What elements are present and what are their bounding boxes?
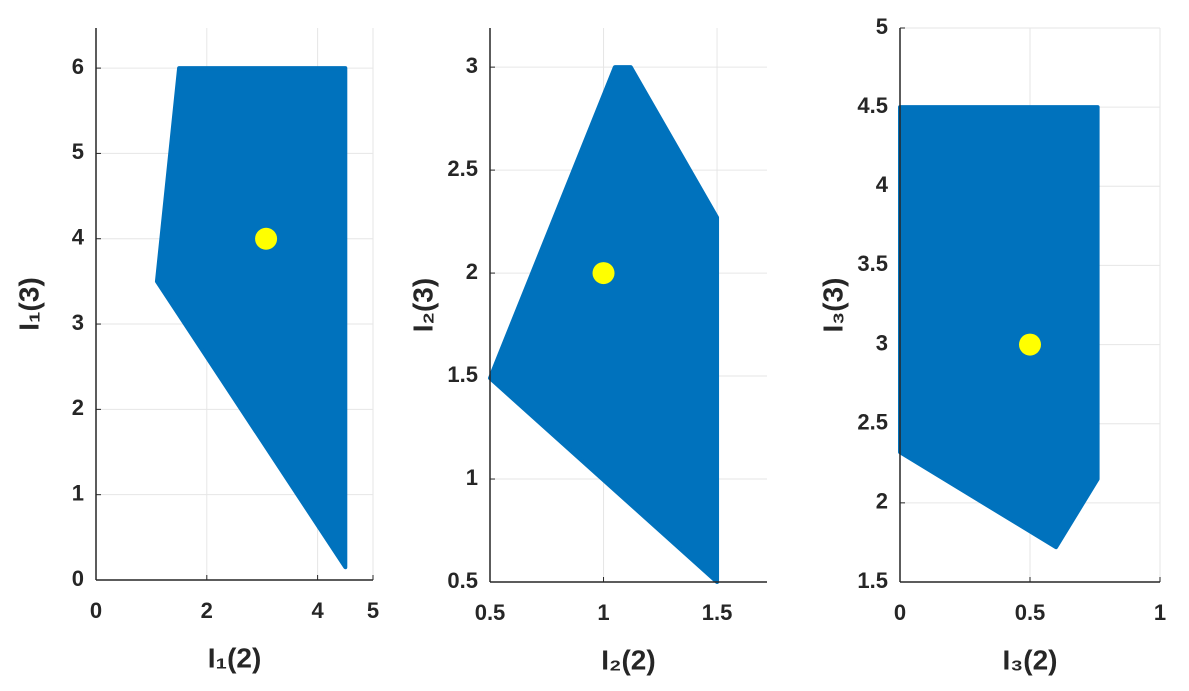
point bbox=[1019, 333, 1041, 356]
y-tick-label: 3 bbox=[72, 310, 84, 335]
y-tick-label: 4.5 bbox=[857, 93, 888, 118]
x-tick-label: 1 bbox=[597, 600, 609, 625]
x-tick-label: 0.5 bbox=[1015, 600, 1046, 625]
region bbox=[488, 65, 720, 584]
y-tick-label: 3 bbox=[876, 330, 888, 355]
y-tick-label: 2.5 bbox=[447, 156, 478, 181]
y-tick-label: 1 bbox=[466, 465, 478, 490]
y-tick-label: 1 bbox=[72, 480, 84, 505]
y-tick-label: 2 bbox=[876, 489, 888, 514]
region bbox=[154, 66, 348, 570]
y-tick-label: 4 bbox=[72, 225, 85, 250]
y-tick-label: 5 bbox=[72, 139, 84, 164]
x-tick-label: 0 bbox=[894, 600, 906, 625]
x-axis-label: I₁(2) bbox=[208, 642, 262, 673]
y-tick-label: 2 bbox=[72, 395, 84, 420]
x-tick-label: 1.5 bbox=[702, 600, 733, 625]
y-tick-label: 1.5 bbox=[447, 362, 478, 387]
y-tick-label: 1.5 bbox=[857, 568, 888, 593]
y-tick-label: 3 bbox=[466, 53, 478, 78]
y-tick-label: 5 bbox=[876, 14, 888, 39]
y-tick-label: 3.5 bbox=[857, 251, 888, 276]
x-tick-label: 4 bbox=[311, 598, 324, 623]
x-tick-label: 2 bbox=[201, 598, 213, 623]
y-axis-label: I₃(3) bbox=[817, 278, 848, 333]
point bbox=[592, 262, 615, 285]
y-tick-label: 0.5 bbox=[447, 568, 478, 593]
x-axis-label: I₂(2) bbox=[601, 644, 655, 675]
y-tick-label: 2.5 bbox=[857, 410, 888, 435]
x-tick-label: 5 bbox=[367, 598, 379, 623]
y-tick-label: 6 bbox=[72, 54, 84, 79]
x-tick-label: 0 bbox=[90, 598, 102, 623]
y-tick-label: 4 bbox=[876, 172, 889, 197]
y-axis-label: I₁(3) bbox=[13, 277, 44, 331]
y-tick-label: 0 bbox=[72, 566, 84, 591]
x-axis-label: I₃(2) bbox=[1003, 644, 1058, 675]
x-tick-label: 1 bbox=[1154, 600, 1166, 625]
y-axis-label: I₂(3) bbox=[407, 278, 438, 332]
point bbox=[255, 227, 278, 250]
x-tick-label: 0.5 bbox=[475, 600, 506, 625]
y-tick-label: 2 bbox=[466, 259, 478, 284]
region bbox=[898, 105, 1100, 550]
